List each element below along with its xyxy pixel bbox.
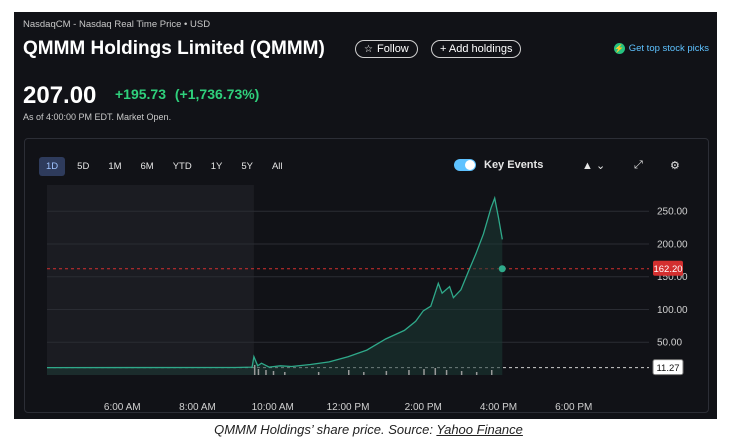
price-line <box>46 195 503 369</box>
gear-icon[interactable]: ⚙ <box>670 160 680 172</box>
y-tick-label: 100.00 <box>657 305 688 316</box>
range-button-5d[interactable]: 5D <box>77 161 90 172</box>
volume-bar <box>284 372 286 375</box>
volume-bar <box>445 370 448 375</box>
chart-card: 1D 5D 1M 6M YTD 1Y 5Y All Key Events ▲ ⌄ ⤢ ⚙ 25… <box>24 138 709 413</box>
volume-bar <box>423 369 425 375</box>
key-events-toggle[interactable]: Key Events <box>454 159 543 171</box>
caption-text: QMMM Holdings’ share price. Source: <box>214 422 437 437</box>
y-tick-label: 250.00 <box>657 207 688 218</box>
volume-bar <box>385 371 388 375</box>
change-value: +195.73 <box>115 86 166 102</box>
reference-label: 162.20 <box>653 264 682 275</box>
change-percent: (+1,736.73%) <box>174 86 260 102</box>
volume-bar <box>460 371 463 375</box>
volume-bar <box>253 365 256 375</box>
star-icon: ☆ <box>364 43 373 55</box>
range-button-all[interactable]: All <box>271 161 283 172</box>
x-tick-label: 6:00 AM <box>104 402 141 413</box>
mountain-chart-icon[interactable]: ▲ ⌄ <box>582 160 606 172</box>
volume-bar <box>408 370 410 375</box>
volume-bar <box>257 369 260 375</box>
company-title: QMMM Holdings Limited (QMMM) <box>23 38 325 59</box>
as-of-timestamp: As of 4:00:00 PM EDT. Market Open. <box>23 112 172 122</box>
x-tick-label: 6:00 PM <box>555 402 592 413</box>
follow-button[interactable]: ☆ Follow <box>355 40 418 58</box>
range-button-1m[interactable]: 1M <box>108 161 122 172</box>
reference-label: 11.27 <box>656 363 679 374</box>
y-tick-label: 200.00 <box>657 239 688 250</box>
stock-picks-link[interactable]: ⚡ Get top stock picks <box>613 43 709 54</box>
volume-bar <box>475 372 478 375</box>
volume-bar <box>317 372 320 375</box>
volume-bar <box>434 368 437 375</box>
add-holdings-button[interactable]: + Add holdings <box>431 40 522 58</box>
yahoo-finance-link[interactable]: Yahoo Finance <box>436 422 523 437</box>
stock-picks-label: Get top stock picks <box>628 43 709 54</box>
price-change: +195.73 (+1,736.73%) <box>115 86 259 102</box>
lightning-badge-icon: ⚡ <box>613 43 625 54</box>
x-tick-label: 4:00 PM <box>480 402 517 413</box>
follow-label: Follow <box>376 43 409 55</box>
price-chart[interactable]: 250.00 200.00 150.00 100.00 50.00 6:00 AM 8:00… <box>37 179 697 413</box>
volume-bar <box>490 370 493 375</box>
volume-bar <box>272 371 275 375</box>
range-button-ytd[interactable]: YTD <box>172 161 192 172</box>
range-button-1d[interactable]: 1D <box>39 157 66 176</box>
reference-label-box <box>652 359 684 376</box>
add-holdings-label: + Add holdings <box>440 43 513 55</box>
range-button-1y[interactable]: 1Y <box>210 161 223 172</box>
key-events-label: Key Events <box>484 159 544 171</box>
price-area <box>47 198 503 375</box>
volume-bar <box>265 370 267 375</box>
range-button-5y[interactable]: 5Y <box>241 161 253 172</box>
x-tick-label: 8:00 AM <box>179 402 216 413</box>
x-tick-label: 12:00 PM <box>327 402 370 413</box>
volume-bar <box>363 372 365 375</box>
current-price-dot <box>498 265 506 273</box>
exchange-line: NasdaqCM - Nasdaq Real Time Price • USD <box>23 19 211 30</box>
toggle-switch[interactable] <box>454 159 476 171</box>
x-tick-label: 2:00 PM <box>405 402 442 413</box>
expand-icon[interactable]: ⤢ <box>634 159 643 171</box>
y-tick-label: 50.00 <box>657 338 682 349</box>
quote-panel: NasdaqCM - Nasdaq Real Time Price • USD … <box>14 12 717 419</box>
current-price: 207.00 <box>23 82 97 109</box>
premarket-shade <box>47 185 254 375</box>
reference-label-box <box>653 260 683 276</box>
x-tick-label: 10:00 AM <box>252 402 294 413</box>
figure-caption: QMMM Holdings’ share price. Source: Yaho… <box>0 422 737 437</box>
range-selector: 1D 5D 1M 6M YTD 1Y 5Y All <box>39 157 295 176</box>
range-button-6m[interactable]: 6M <box>140 161 154 172</box>
y-tick-label: 150.00 <box>657 272 688 283</box>
volume-bar <box>348 370 350 375</box>
